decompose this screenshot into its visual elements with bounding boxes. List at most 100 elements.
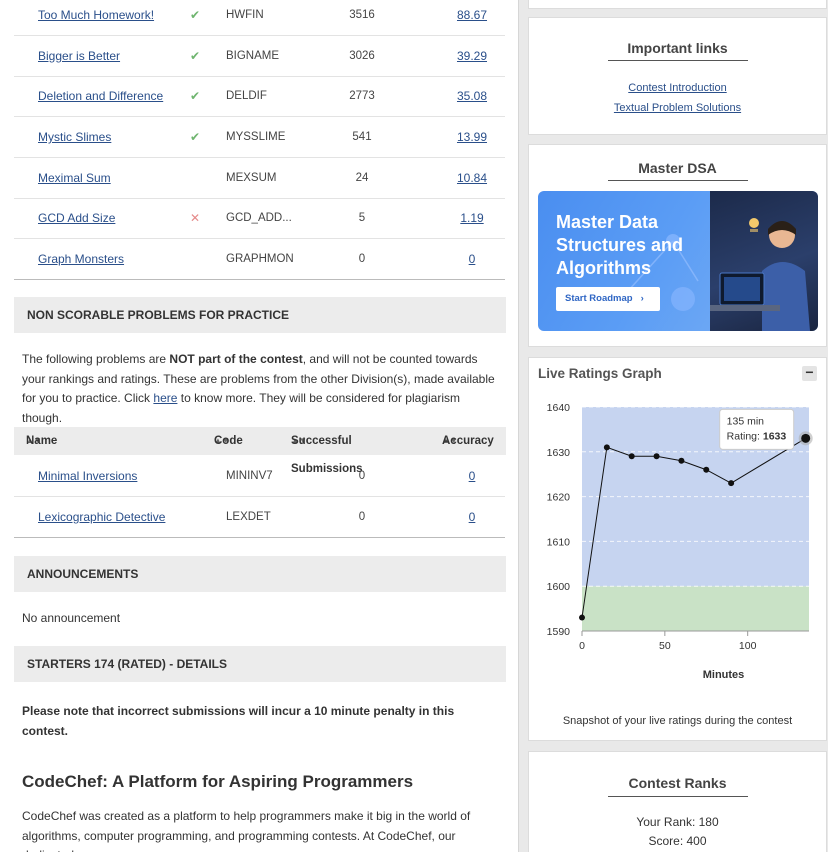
x-tick-label: 100 bbox=[739, 640, 757, 652]
start-roadmap-button[interactable]: Start Roadmap › bbox=[556, 287, 660, 311]
table-row: GCD Add Size GCD_ADD... 5 1.19 ✕ bbox=[14, 198, 505, 239]
contest-ranks-title: Contest Ranks bbox=[628, 775, 727, 791]
problem-submissions: 541 bbox=[352, 131, 372, 143]
problem-accuracy[interactable]: 0 bbox=[468, 469, 476, 483]
score-label: Score: bbox=[648, 834, 687, 848]
collapse-button[interactable]: − bbox=[802, 365, 817, 381]
table-row: Bigger is Better BIGNAME 3026 39.29 ✔ bbox=[14, 36, 505, 77]
x-axis-label: Minutes bbox=[703, 669, 745, 681]
problem-submissions: 3026 bbox=[349, 50, 375, 62]
title-underline bbox=[608, 60, 748, 61]
sort-icon: ▲▼ bbox=[442, 436, 458, 445]
problem-link[interactable]: GCD Add Size bbox=[38, 211, 116, 225]
check-icon: ✔ bbox=[190, 49, 201, 63]
data-point bbox=[728, 480, 735, 487]
top-card bbox=[528, 0, 827, 9]
data-point bbox=[628, 453, 635, 460]
x-tick-label: 0 bbox=[579, 640, 585, 652]
problem-link[interactable]: Minimal Inversions bbox=[38, 469, 138, 483]
textual-solutions-link[interactable]: Textual Problem Solutions bbox=[613, 102, 742, 114]
important-links-card: Important links Contest Introduction Tex… bbox=[528, 17, 827, 135]
know-more-link[interactable]: here bbox=[153, 391, 178, 405]
cross-icon: ✕ bbox=[190, 211, 201, 225]
problems-panel: Too Much Homework! HWFIN 3516 88.67 ✔ Bigger … bbox=[0, 0, 519, 852]
col-accuracy-label: Accuracy bbox=[442, 435, 494, 447]
check-icon: ✔ bbox=[190, 130, 201, 144]
about-title: CodeChef: A Platform for Aspiring Progra… bbox=[22, 772, 414, 791]
your-score: Score: 400 bbox=[529, 834, 826, 848]
table-row: Meximal Sum MEXSUM 24 10.84 bbox=[14, 158, 505, 199]
y-tick-label: 1590 bbox=[547, 626, 571, 638]
problem-link[interactable]: Lexicographic Detective bbox=[38, 510, 166, 524]
problem-link[interactable]: Too Much Homework! bbox=[38, 8, 155, 22]
table-row: Mystic Slimes MYSSLIME 541 13.99 ✔ bbox=[14, 117, 505, 158]
problem-link[interactable]: Deletion and Difference bbox=[38, 89, 164, 103]
details-heading: STARTERS 174 (RATED) - DETAILS bbox=[14, 646, 506, 682]
problem-submissions: 5 bbox=[358, 212, 366, 224]
problem-code: LEXDET bbox=[226, 511, 271, 523]
network-graphic-icon bbox=[627, 234, 699, 311]
rank-value: 180 bbox=[698, 815, 719, 829]
data-point-highlighted bbox=[801, 433, 811, 443]
problem-code: DELDIF bbox=[226, 90, 267, 102]
master-dsa-card: Master DSA Master Data Structures and Al… bbox=[528, 144, 827, 347]
announcements-heading: ANNOUNCEMENTS bbox=[14, 556, 506, 592]
dsa-banner[interactable]: Master Data Structures and Algorithms St… bbox=[538, 191, 818, 331]
problem-submissions: 0 bbox=[358, 511, 366, 523]
problem-accuracy[interactable]: 1.19 bbox=[460, 211, 484, 225]
problem-accuracy[interactable]: 10.84 bbox=[456, 171, 488, 185]
problem-submissions: 24 bbox=[355, 172, 369, 184]
sort-icon: ▲▼ bbox=[26, 436, 42, 445]
rank-label: Your Rank: bbox=[636, 815, 699, 829]
problem-accuracy[interactable]: 13.99 bbox=[456, 130, 488, 144]
problem-submissions: 2773 bbox=[349, 90, 375, 102]
y-tick-label: 1620 bbox=[547, 492, 571, 504]
problem-submissions: 0 bbox=[358, 253, 366, 265]
y-tick-label: 1600 bbox=[547, 581, 571, 593]
about-text: CodeChef was created as a platform to he… bbox=[22, 809, 471, 852]
rating-line bbox=[581, 437, 806, 618]
contest-introduction-link[interactable]: Contest Introduction bbox=[628, 82, 727, 94]
tooltip-minutes: 135 min bbox=[727, 415, 765, 427]
live-ratings-card: Live Ratings Graph − 1590 1600 1610 1620 163… bbox=[528, 357, 827, 741]
important-links-title: Important links bbox=[627, 40, 728, 56]
practice-heading: NON SCORABLE PROBLEMS FOR PRACTICE bbox=[14, 297, 506, 333]
col-submissions-label: Successful Submissions bbox=[291, 435, 363, 475]
practice-description: The following problems are NOT part of t… bbox=[22, 350, 502, 428]
data-point bbox=[653, 453, 660, 460]
problem-code: MEXSUM bbox=[226, 172, 277, 184]
problem-accuracy[interactable]: 0 bbox=[468, 252, 476, 266]
sort-icon: ▲▼ bbox=[214, 436, 230, 445]
tooltip-rating-value: 1633 bbox=[763, 430, 787, 442]
banner-heading: Master Data Structures and Algorithms bbox=[556, 212, 684, 278]
problem-accuracy[interactable]: 0 bbox=[468, 510, 476, 524]
y-tick-label: 1610 bbox=[547, 536, 571, 548]
problem-code: BIGNAME bbox=[226, 50, 280, 62]
tooltip-box bbox=[719, 408, 795, 450]
col-code-label: Code bbox=[214, 435, 243, 447]
problem-accuracy[interactable]: 35.08 bbox=[456, 89, 488, 103]
problem-link[interactable]: Bigger is Better bbox=[38, 49, 121, 63]
problem-accuracy[interactable]: 39.29 bbox=[456, 49, 488, 63]
problem-code: MYSSLIME bbox=[226, 131, 286, 143]
problem-code: HWFIN bbox=[226, 9, 264, 21]
problem-link[interactable]: Meximal Sum bbox=[38, 171, 111, 185]
problem-link[interactable]: Graph Monsters bbox=[38, 252, 125, 266]
practice-text-1: The following problems are bbox=[22, 352, 170, 366]
check-icon: ✔ bbox=[190, 8, 201, 22]
data-point bbox=[678, 457, 685, 464]
announcement-text: No announcement bbox=[22, 611, 121, 625]
practice-text-2: , and will not be counted towards your r… bbox=[22, 352, 495, 405]
start-roadmap-label: Start Roadmap bbox=[565, 293, 633, 304]
table-row: Graph Monsters GRAPHMON 0 0 bbox=[14, 239, 505, 280]
table-row: Minimal Inversions MININV7 0 0 bbox=[14, 456, 505, 497]
programmer-illustration-icon bbox=[710, 218, 810, 331]
rating-band-0 bbox=[582, 586, 809, 631]
graph-caption: Snapshot of your live ratings during the… bbox=[562, 715, 793, 727]
problem-link[interactable]: Mystic Slimes bbox=[38, 130, 112, 144]
check-icon: ✔ bbox=[190, 89, 201, 103]
problem-code: MININV7 bbox=[226, 470, 273, 482]
chevron-right-icon: › bbox=[640, 293, 644, 304]
problem-accuracy[interactable]: 88.67 bbox=[456, 8, 488, 22]
problem-code: GCD_ADD... bbox=[226, 212, 292, 224]
